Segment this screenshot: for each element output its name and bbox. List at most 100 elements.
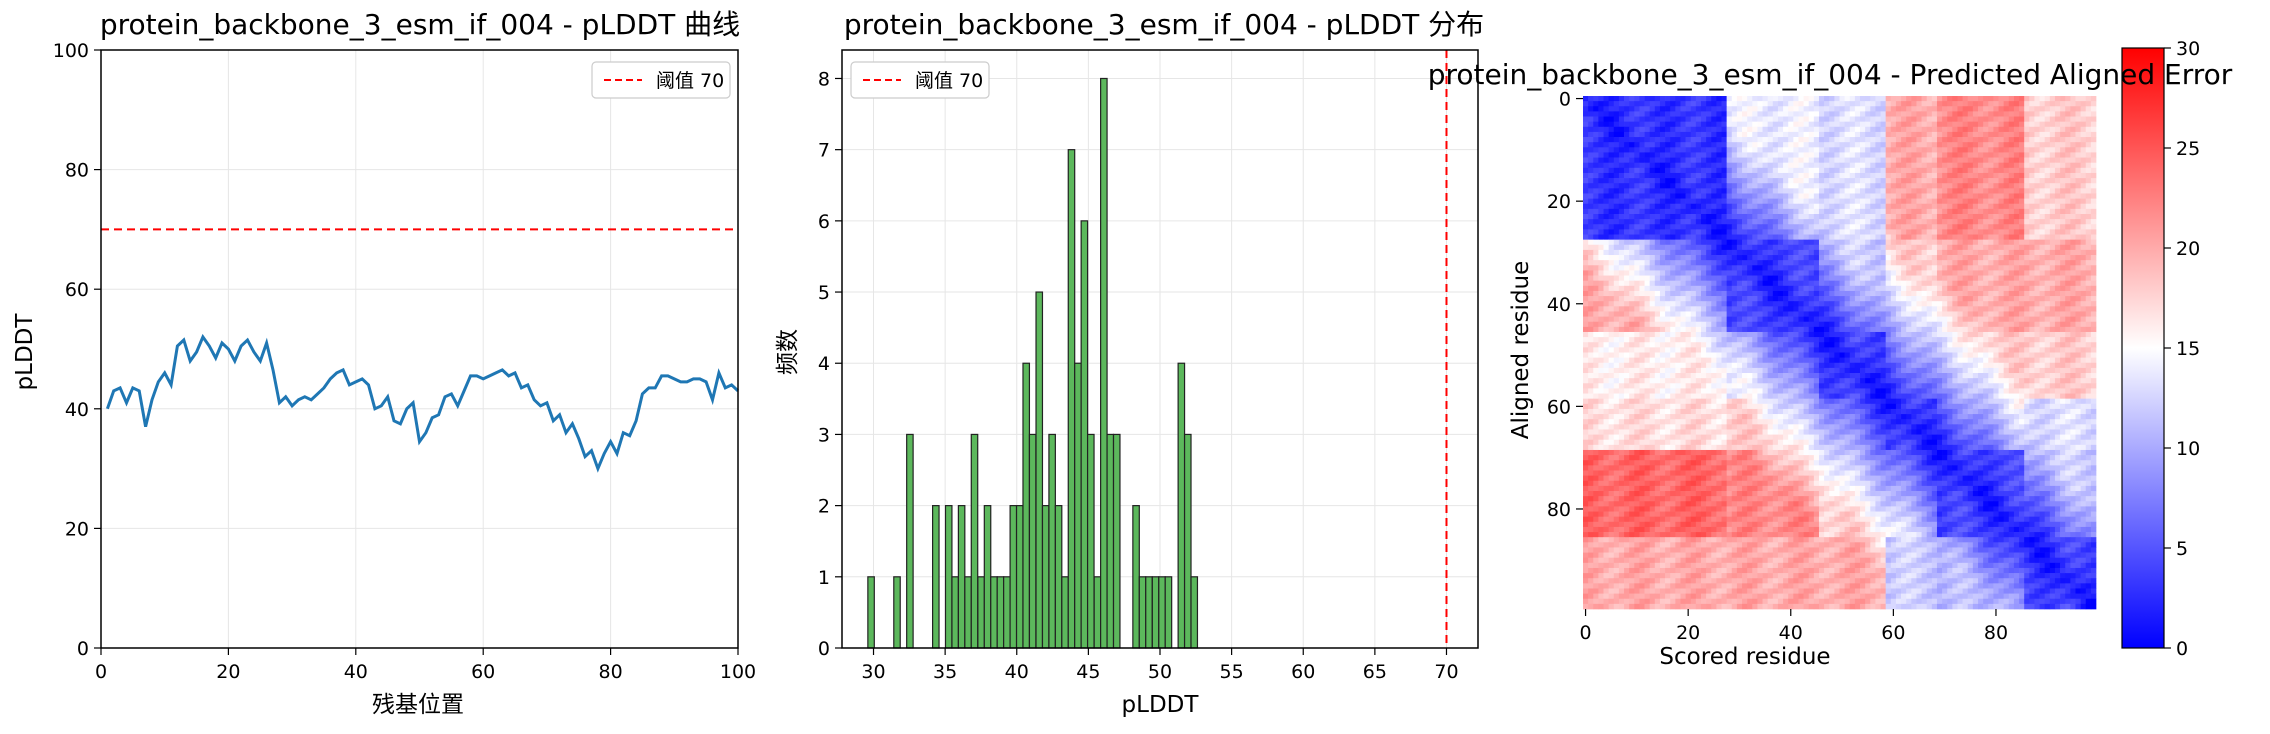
pae-cell <box>1927 204 1932 209</box>
pae-cell <box>1875 276 1880 281</box>
pae-cell <box>2040 317 2045 322</box>
pae-cell <box>1778 291 1783 296</box>
pae-cell <box>1963 276 1968 281</box>
pae-cell <box>1793 173 1798 178</box>
pae-cell <box>2014 178 2019 183</box>
pae-cell <box>1670 322 1675 327</box>
pae-cell <box>1824 260 1829 265</box>
pae-cell <box>1701 163 1706 168</box>
pae-cell <box>1634 342 1639 347</box>
pae-cell <box>2060 183 2065 188</box>
pae-cell <box>1711 137 1716 142</box>
pae-cell <box>1937 291 1942 296</box>
pae-cell <box>1598 188 1603 193</box>
pae-cell <box>2009 193 2014 198</box>
pae-cell <box>1829 219 1834 224</box>
pae-cell <box>1598 193 1603 198</box>
pae-cell <box>1809 322 1814 327</box>
pae-cell <box>2070 265 2075 270</box>
pae-cell <box>1788 111 1793 116</box>
pae-cell <box>1870 337 1875 342</box>
pae-cell <box>1829 152 1834 157</box>
pae-cell <box>1932 265 1937 270</box>
pae-cell <box>1696 132 1701 137</box>
pae-cell <box>1609 229 1614 234</box>
pae-cell <box>1629 337 1634 342</box>
pae-cell <box>2024 163 2029 168</box>
pae-cell <box>1829 311 1834 316</box>
pae-cell <box>1624 229 1629 234</box>
pae-cell <box>1937 163 1942 168</box>
pae-cell <box>2081 158 2086 163</box>
pae-cell <box>1896 183 1901 188</box>
pae-cell <box>1629 214 1634 219</box>
pae-cell <box>1819 96 1824 101</box>
pae-cell <box>1819 188 1824 193</box>
pae-cell <box>1927 250 1932 255</box>
pae-cell <box>1963 96 1968 101</box>
pae-cell <box>1634 301 1639 306</box>
pae-cell <box>1752 111 1757 116</box>
pae-cell <box>1778 142 1783 147</box>
pae-cell <box>1696 332 1701 337</box>
pae-cell <box>1845 224 1850 229</box>
pae-cell <box>1824 286 1829 291</box>
pae-cell <box>2004 127 2009 132</box>
pae-cell <box>1639 101 1644 106</box>
pae-cell <box>1691 327 1696 332</box>
pae-cell <box>1993 132 1998 137</box>
pae-cell <box>2045 188 2050 193</box>
pae-cell <box>1963 281 1968 286</box>
pae-cell <box>1999 235 2004 240</box>
pae-cell <box>1999 301 2004 306</box>
pae-cell <box>1911 117 1916 122</box>
pae-cell <box>2004 209 2009 214</box>
pae-cell <box>2004 245 2009 250</box>
pae-cell <box>1855 106 1860 111</box>
pae-cell <box>1906 229 1911 234</box>
pae-cell <box>1588 127 1593 132</box>
pae-cell <box>1819 311 1824 316</box>
pae-cell <box>1752 142 1757 147</box>
pae-cell <box>2040 276 2045 281</box>
pae-cell <box>1952 204 1957 209</box>
pae-cell <box>1932 117 1937 122</box>
pae-cell <box>2009 209 2014 214</box>
pae-cell <box>1942 193 1947 198</box>
pae-cell <box>1773 276 1778 281</box>
pae-cell <box>1829 317 1834 322</box>
pae-cell <box>1845 106 1850 111</box>
pae-cell <box>1932 224 1937 229</box>
pae-cell <box>1875 147 1880 152</box>
pae-cell <box>1650 204 1655 209</box>
pae-cell <box>1619 214 1624 219</box>
pae-cell <box>1737 101 1742 106</box>
pae-cell <box>1896 322 1901 327</box>
pae-cell <box>1691 219 1696 224</box>
pae-cell <box>1609 286 1614 291</box>
pae-cell <box>1896 311 1901 316</box>
pae-cell <box>2065 122 2070 127</box>
pae-cell <box>2040 286 2045 291</box>
pae-cell <box>1886 296 1891 301</box>
pae-cell <box>1752 209 1757 214</box>
pae-cell <box>1742 132 1747 137</box>
pae-cell <box>1957 306 1962 311</box>
pae-cell <box>1891 296 1896 301</box>
pae-cell <box>1701 204 1706 209</box>
pae-cell <box>1875 96 1880 101</box>
pae-cell <box>1629 199 1634 204</box>
pae-cell <box>1675 183 1680 188</box>
pae-cell <box>2034 199 2039 204</box>
pae-cell <box>1670 158 1675 163</box>
pae-cell <box>2045 209 2050 214</box>
pae-cell <box>1824 322 1829 327</box>
pae-cell <box>2060 311 2065 316</box>
pae-cell <box>1891 122 1896 127</box>
pae-cell <box>1860 301 1865 306</box>
pae-cell <box>1629 235 1634 240</box>
pae-cell <box>1778 199 1783 204</box>
pae-cell <box>2019 332 2024 337</box>
pae-cell <box>1901 296 1906 301</box>
pae-cell <box>1875 209 1880 214</box>
